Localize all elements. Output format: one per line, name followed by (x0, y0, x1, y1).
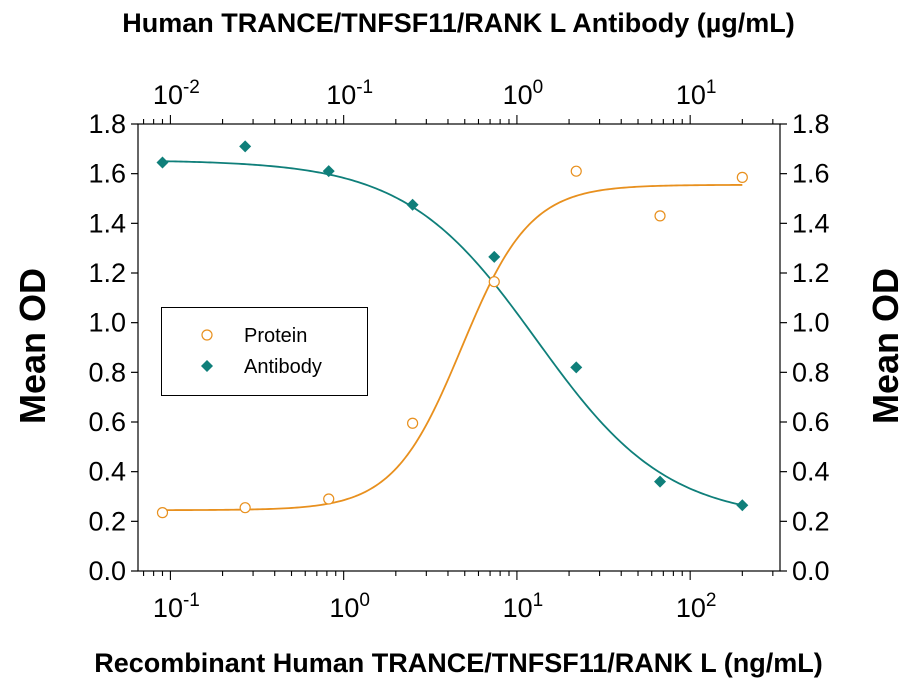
legend-item-protein: Protein (162, 322, 367, 350)
legend-item-antibody: Antibody (162, 353, 367, 381)
y-tick-label-right: 0.4 (792, 457, 830, 487)
y-tick-label-left: 0.4 (88, 457, 126, 487)
x-tick-label: 10-1 (153, 590, 200, 623)
y-tick-label-right: 1.4 (792, 208, 830, 238)
plot-frame (137, 123, 781, 572)
legend: Protein Antibody (161, 307, 368, 396)
y-tick-label-right: 1.0 (792, 308, 830, 338)
y-tick-label-left: 1.0 (88, 308, 126, 338)
data-point-antibody (406, 198, 419, 211)
top-x-tick-label: 10-1 (326, 77, 373, 110)
top-axis-title: Human TRANCE/TNFSF11/RANK L Antibody (µg… (122, 8, 795, 38)
y-tick-label-left: 0.6 (88, 407, 126, 437)
y-tick-label-left: 1.4 (88, 208, 126, 238)
data-point-antibody (488, 250, 501, 263)
data-point-antibody (570, 361, 583, 374)
data-point-antibody (654, 475, 667, 488)
y-tick-label-right: 0.6 (792, 407, 830, 437)
filled-diamond-marker-icon (201, 360, 213, 372)
data-point-antibody (239, 140, 252, 153)
open-circle-marker-icon (201, 329, 213, 341)
data-point-antibody (322, 165, 335, 178)
y-tick-label-right: 1.2 (792, 258, 830, 288)
data-point-protein (654, 210, 666, 222)
data-point-protein (156, 507, 169, 519)
y-tick-label-left: 1.8 (88, 109, 126, 139)
data-point-antibody (736, 499, 749, 512)
data-point-protein (488, 276, 500, 288)
data-point-protein (323, 493, 335, 505)
fit-curve-antibody (162, 160, 743, 507)
fit-curve-protein (162, 184, 743, 512)
data-point-protein (736, 171, 748, 183)
y-tick-label-right: 0.2 (792, 506, 830, 536)
y-tick-label-right: 1.8 (792, 109, 830, 139)
y-tick-label-right: 1.6 (792, 159, 830, 189)
legend-label-protein: Protein (244, 325, 308, 347)
data-point-protein (239, 502, 251, 514)
y-axis-label-right: Mean OD (865, 267, 906, 425)
x-tick-label: 101 (503, 590, 544, 623)
x-axis-title: Recombinant Human TRANCE/TNFSF11/RANK L … (94, 648, 823, 678)
y-tick-label-right: 0.8 (792, 357, 830, 387)
top-x-tick-label: 101 (676, 77, 717, 110)
legend-label-antibody: Antibody (244, 356, 322, 378)
y-tick-label-right: 0.0 (792, 556, 830, 586)
data-point-protein (407, 417, 419, 429)
data-point-antibody (156, 156, 169, 169)
top-x-tick-label: 10-2 (153, 77, 200, 110)
top-x-tick-label: 100 (503, 77, 544, 110)
y-tick-label-left: 0.8 (88, 357, 126, 387)
y-tick-label-left: 0.2 (88, 506, 126, 536)
x-tick-label: 100 (329, 590, 370, 623)
y-tick-label-left: 1.6 (88, 159, 126, 189)
y-tick-label-left: 0.0 (88, 556, 126, 586)
x-tick-label: 102 (676, 590, 717, 623)
y-tick-label-left: 1.2 (88, 258, 126, 288)
y-axis-label-left: Mean OD (12, 267, 53, 425)
data-point-protein (570, 165, 582, 177)
